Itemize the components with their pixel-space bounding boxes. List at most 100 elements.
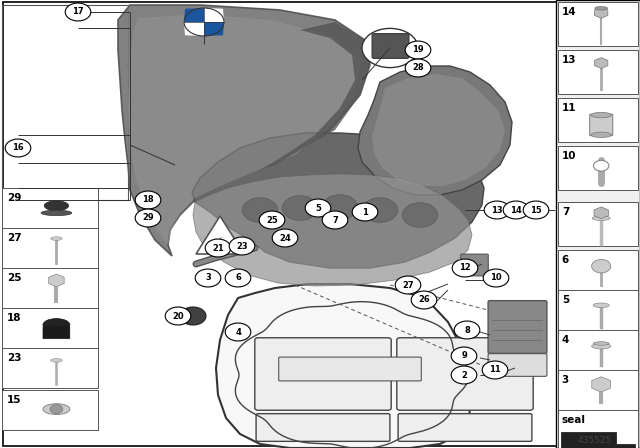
Circle shape	[205, 239, 231, 257]
Text: 16: 16	[12, 143, 24, 152]
Ellipse shape	[282, 196, 317, 220]
Circle shape	[195, 269, 221, 287]
Text: 5: 5	[315, 203, 321, 212]
Circle shape	[305, 199, 331, 217]
FancyBboxPatch shape	[2, 268, 98, 308]
Circle shape	[5, 139, 31, 157]
Polygon shape	[184, 22, 204, 36]
Circle shape	[483, 269, 509, 287]
Text: 28: 28	[412, 64, 424, 73]
Text: 25: 25	[7, 273, 22, 284]
Polygon shape	[193, 174, 472, 286]
Polygon shape	[204, 22, 224, 36]
FancyBboxPatch shape	[558, 98, 638, 142]
Ellipse shape	[323, 195, 358, 220]
FancyBboxPatch shape	[558, 290, 638, 334]
Ellipse shape	[51, 237, 62, 241]
FancyBboxPatch shape	[556, 0, 640, 448]
FancyBboxPatch shape	[3, 2, 637, 446]
Text: 6: 6	[562, 255, 569, 265]
Ellipse shape	[591, 132, 611, 138]
Ellipse shape	[44, 201, 68, 211]
Circle shape	[225, 323, 251, 341]
Text: 11: 11	[489, 366, 501, 375]
Circle shape	[503, 201, 529, 219]
Ellipse shape	[41, 210, 72, 215]
FancyBboxPatch shape	[372, 34, 409, 58]
FancyBboxPatch shape	[2, 348, 98, 388]
Circle shape	[229, 237, 255, 255]
Text: 23: 23	[7, 353, 22, 363]
Text: 4: 4	[235, 327, 241, 336]
Text: ⚡: ⚡	[218, 237, 223, 243]
Text: 21: 21	[212, 244, 224, 253]
Text: 9: 9	[461, 352, 467, 361]
FancyBboxPatch shape	[398, 414, 532, 441]
FancyBboxPatch shape	[461, 254, 488, 276]
Polygon shape	[216, 284, 472, 448]
Ellipse shape	[51, 358, 62, 362]
Polygon shape	[184, 8, 204, 22]
Ellipse shape	[180, 307, 206, 325]
Text: 15: 15	[530, 206, 542, 215]
Text: 18: 18	[7, 314, 22, 323]
Text: 8: 8	[464, 326, 470, 335]
FancyBboxPatch shape	[397, 338, 533, 410]
Ellipse shape	[43, 319, 70, 331]
Text: 10: 10	[562, 151, 576, 161]
FancyBboxPatch shape	[488, 353, 547, 376]
FancyBboxPatch shape	[488, 301, 547, 353]
Circle shape	[524, 201, 548, 219]
Text: 7: 7	[562, 207, 569, 217]
Ellipse shape	[591, 112, 611, 118]
FancyBboxPatch shape	[589, 114, 612, 136]
FancyBboxPatch shape	[558, 146, 638, 190]
Circle shape	[484, 201, 510, 219]
FancyBboxPatch shape	[558, 2, 638, 46]
Text: 13: 13	[491, 206, 503, 215]
Text: 19: 19	[412, 46, 424, 55]
FancyBboxPatch shape	[279, 357, 421, 381]
Circle shape	[183, 7, 225, 37]
Polygon shape	[372, 74, 505, 186]
Circle shape	[396, 276, 421, 294]
Polygon shape	[204, 8, 224, 22]
FancyBboxPatch shape	[2, 228, 98, 268]
Circle shape	[65, 3, 91, 21]
Text: 18: 18	[142, 195, 154, 204]
Circle shape	[259, 211, 285, 229]
Text: 14: 14	[562, 7, 577, 17]
Text: 27: 27	[402, 280, 414, 289]
Text: 12: 12	[459, 263, 471, 272]
Text: 14: 14	[510, 206, 522, 215]
Polygon shape	[196, 216, 244, 254]
Text: 29: 29	[7, 194, 22, 203]
Text: 11: 11	[562, 103, 576, 113]
FancyBboxPatch shape	[256, 414, 390, 441]
Text: 25: 25	[266, 215, 278, 224]
Circle shape	[135, 209, 161, 227]
Polygon shape	[192, 133, 484, 268]
Ellipse shape	[243, 198, 278, 222]
Text: 10: 10	[490, 273, 502, 283]
Text: 29: 29	[142, 214, 154, 223]
Circle shape	[452, 259, 478, 277]
Circle shape	[225, 269, 251, 287]
Circle shape	[482, 361, 508, 379]
Text: 26: 26	[418, 296, 430, 305]
Text: 435525: 435525	[578, 435, 612, 444]
Circle shape	[412, 291, 437, 309]
Polygon shape	[118, 5, 370, 256]
FancyBboxPatch shape	[2, 390, 98, 430]
Ellipse shape	[43, 404, 70, 414]
FancyBboxPatch shape	[2, 188, 98, 228]
Text: 7: 7	[332, 215, 338, 224]
FancyBboxPatch shape	[558, 250, 638, 294]
Circle shape	[454, 321, 480, 339]
Circle shape	[165, 307, 191, 325]
Text: 23: 23	[236, 241, 248, 250]
Polygon shape	[260, 22, 370, 170]
Text: 27: 27	[7, 233, 22, 243]
Polygon shape	[358, 66, 512, 195]
Ellipse shape	[592, 216, 610, 220]
